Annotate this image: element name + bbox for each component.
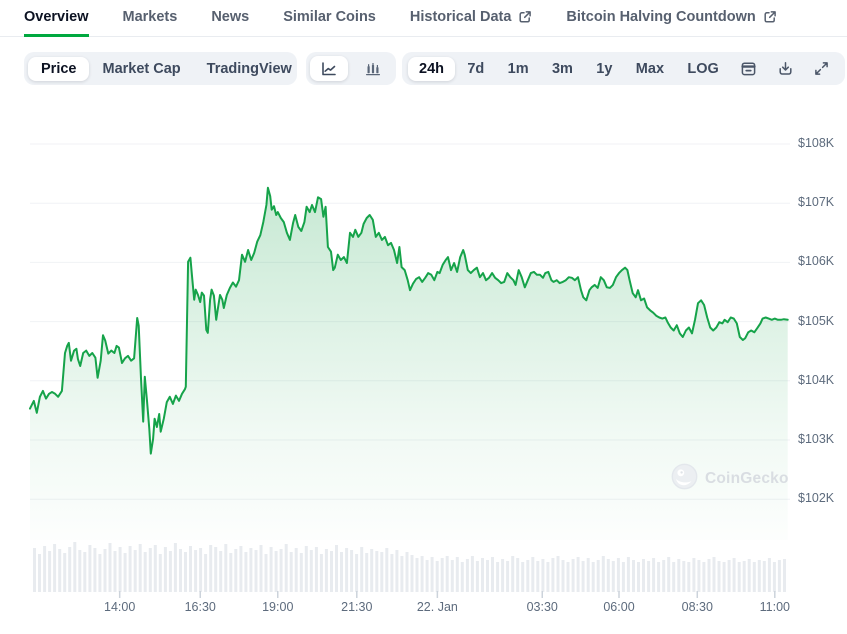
fullscreen-expand-icon: [813, 60, 830, 77]
tab-bitcoin-halving-countdown-label: Bitcoin Halving Countdown: [566, 9, 756, 25]
y-axis-label: $108K: [798, 136, 835, 150]
metric-toggle-group: Price Market Cap TradingView: [24, 52, 297, 85]
range-max-button[interactable]: Max: [625, 57, 675, 81]
tab-similar-coins-label: Similar Coins: [283, 9, 376, 25]
y-axis-label: $105K: [798, 313, 835, 328]
x-axis-label: 03:30: [526, 600, 558, 614]
tab-similar-coins[interactable]: Similar Coins: [283, 0, 376, 37]
watermark-text: CoinGecko: [705, 470, 789, 487]
x-axis-label: 06:00: [603, 600, 635, 614]
range-1m-button[interactable]: 1m: [497, 57, 540, 81]
x-axis-tick-marks: [118, 591, 776, 598]
tab-markets-label: Markets: [122, 9, 178, 25]
x-axis-label: 19:00: [262, 600, 294, 614]
range-7d-button[interactable]: 7d: [456, 57, 495, 81]
coingecko-gecko-logo-icon: [671, 463, 698, 495]
tab-historical-data[interactable]: Historical Data: [410, 0, 533, 37]
range-toggle-group: 24h 7d 1m 3m 1y Max LOG: [402, 52, 845, 85]
metric-price-button[interactable]: Price: [28, 56, 90, 81]
price-line-series: [29, 186, 789, 541]
line-chart-type-button[interactable]: [310, 56, 348, 81]
metric-market-cap-button[interactable]: Market Cap: [89, 57, 193, 81]
chart-toolbar: Price Market Cap TradingView: [0, 52, 847, 85]
volume-bars: [33, 542, 786, 592]
tab-news[interactable]: News: [211, 0, 249, 37]
range-3m-button[interactable]: 3m: [541, 57, 584, 81]
x-axis-label: 21:30: [341, 600, 373, 614]
tab-historical-data-label: Historical Data: [409, 9, 512, 25]
line-chart-icon: [320, 60, 338, 78]
external-link-icon: [763, 10, 777, 24]
x-axis-label: 08:30: [681, 600, 713, 614]
download-icon: [777, 60, 794, 77]
log-scale-button[interactable]: LOG: [676, 57, 729, 81]
tab-news-label: News: [211, 9, 250, 25]
range-24h-button[interactable]: 24h: [408, 56, 455, 81]
x-axis-label: 16:30: [184, 600, 216, 614]
y-axis-label: $104K: [798, 372, 835, 387]
calendar-icon: [740, 60, 757, 77]
x-axis-label: 11:00: [759, 600, 790, 614]
y-axis-label: $103K: [798, 432, 835, 446]
y-axis-label: $107K: [798, 195, 835, 210]
metric-tradingview-button[interactable]: TradingView: [194, 57, 305, 81]
y-axis-label: $106K: [798, 254, 835, 269]
candlestick-chart-icon: [364, 60, 382, 78]
date-range-button[interactable]: [731, 57, 766, 80]
y-axis-label: $102K: [798, 491, 835, 506]
x-axis-label: 22. Jan: [416, 600, 458, 614]
tab-overview[interactable]: Overview: [24, 0, 89, 37]
download-chart-button[interactable]: [768, 57, 803, 80]
tab-markets[interactable]: Markets: [123, 0, 178, 37]
x-axis-label: 14:00: [104, 600, 136, 614]
candlestick-chart-type-button[interactable]: [354, 56, 392, 81]
chart-type-toggle-group: [306, 52, 396, 85]
external-link-icon: [518, 10, 532, 24]
tab-bitcoin-halving-countdown[interactable]: Bitcoin Halving Countdown: [566, 0, 776, 37]
coingecko-watermark: CoinGecko: [671, 463, 789, 495]
fullscreen-button[interactable]: [804, 57, 839, 80]
tab-overview-label: Overview: [24, 9, 89, 25]
coin-page-tabs: Overview Markets News Similar Coins Hist…: [0, 0, 847, 37]
range-1y-button[interactable]: 1y: [585, 57, 623, 81]
